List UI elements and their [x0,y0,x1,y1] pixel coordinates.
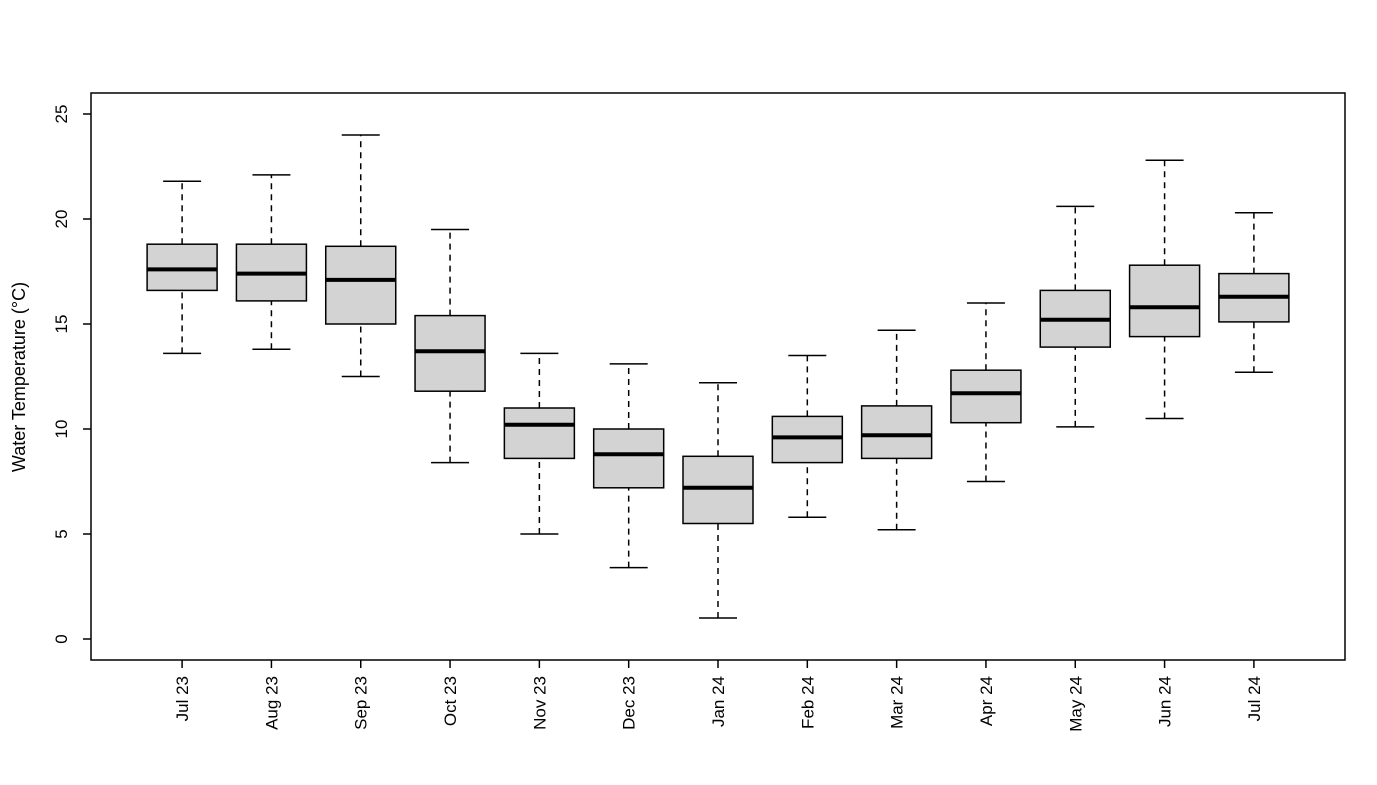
y-tick-label: 0 [52,634,71,643]
y-tick-label: 20 [52,210,71,229]
iqr-box [324,245,397,325]
x-tick-label: Mar 24 [888,676,907,729]
plot-layer: 0 5 10 15 20 25 Jul 23 Aug 23 Sep 23 Oct 23 Nov 23… [52,92,1346,732]
x-tick-label: Oct 23 [441,676,460,726]
iqr-box [592,428,665,489]
iqr-box [682,455,754,525]
iqr-box [414,314,486,392]
iqr-box [503,407,576,460]
y-axis-title: Water Temperature (°C) [9,282,29,472]
iqr-box [771,415,844,464]
iqr-box [146,243,218,292]
x-tick-label: Nov 23 [530,676,549,730]
x-tick-label: Sep 23 [352,676,371,730]
x-tick-label: Jul 23 [173,676,192,721]
y-tick-label: 15 [52,315,71,334]
x-tick-label: Jun 24 [1156,676,1175,727]
x-tick-label: Feb 24 [798,676,817,729]
x-tick-label: Dec 23 [620,676,639,730]
y-tick-label: 25 [52,105,71,124]
iqr-box [1128,264,1201,338]
y-tick-label: 5 [52,529,71,538]
iqr-box [950,369,1022,424]
plot-frame [90,92,1346,661]
x-tick-label: Apr 24 [977,676,996,726]
iqr-box [860,405,933,460]
x-tick-label: Aug 23 [262,676,281,730]
x-tick-label: Jan 24 [709,676,728,727]
x-tick-label: May 24 [1066,676,1085,732]
x-tick-label: Jul 24 [1245,676,1264,721]
y-tick-label: 10 [52,420,71,439]
